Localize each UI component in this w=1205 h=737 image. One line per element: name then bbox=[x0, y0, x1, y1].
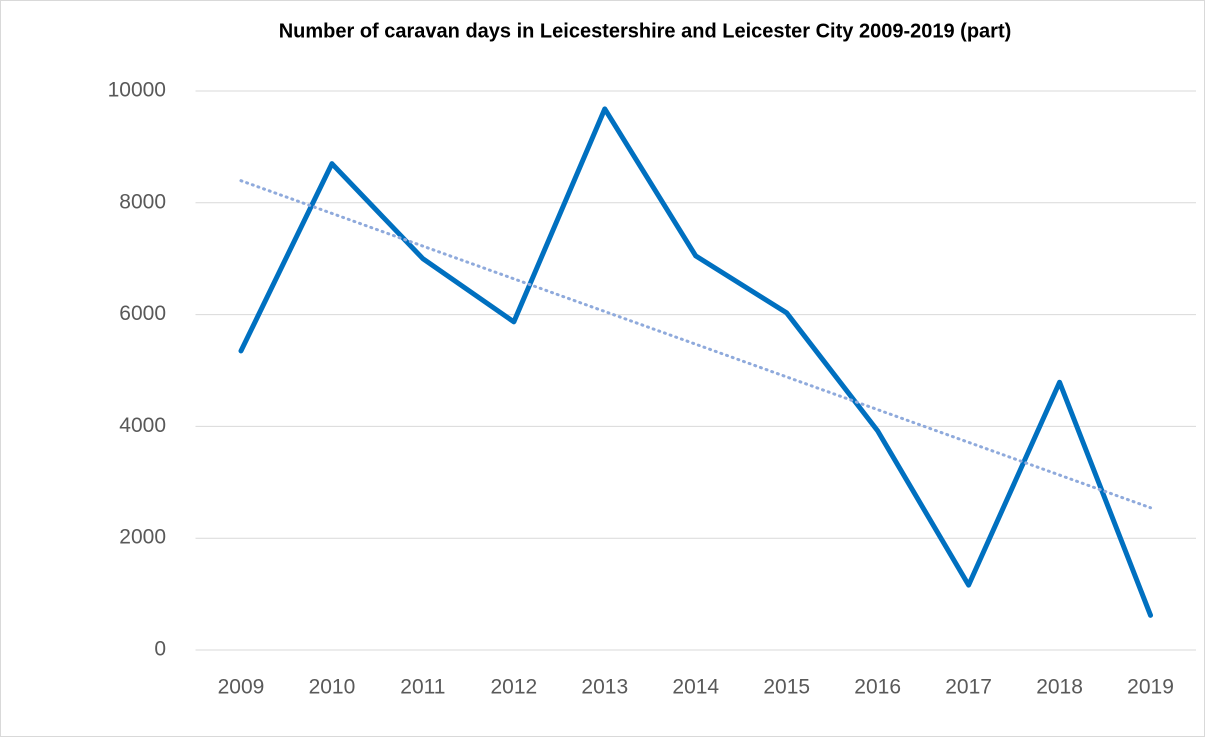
x-tick-label: 2017 bbox=[945, 676, 992, 699]
x-tick-label: 2019 bbox=[1127, 676, 1174, 699]
x-tick-label: 2014 bbox=[672, 676, 719, 699]
x-tick-label: 2011 bbox=[400, 676, 445, 699]
line-series bbox=[238, 106, 1154, 618]
trendline bbox=[239, 179, 1153, 510]
x-tick-label: 2010 bbox=[309, 676, 356, 699]
x-tick-label: 2013 bbox=[581, 676, 628, 699]
x-tick-label: 2009 bbox=[218, 676, 265, 699]
y-tick-label: 0 bbox=[154, 638, 166, 661]
x-tick-label: 2018 bbox=[1036, 676, 1083, 699]
y-tick-label: 6000 bbox=[119, 302, 166, 325]
y-tick-label: 2000 bbox=[119, 526, 166, 549]
x-tick-label: 2016 bbox=[854, 676, 901, 699]
x-tick-label: 2012 bbox=[490, 676, 537, 699]
x-tick-label: 2015 bbox=[763, 676, 810, 699]
y-tick-label: 10000 bbox=[108, 79, 166, 102]
y-tick-label: 4000 bbox=[119, 414, 166, 437]
chart-title: Number of caravan days in Leicestershire… bbox=[279, 20, 1012, 42]
y-tick-label: 8000 bbox=[119, 190, 166, 213]
